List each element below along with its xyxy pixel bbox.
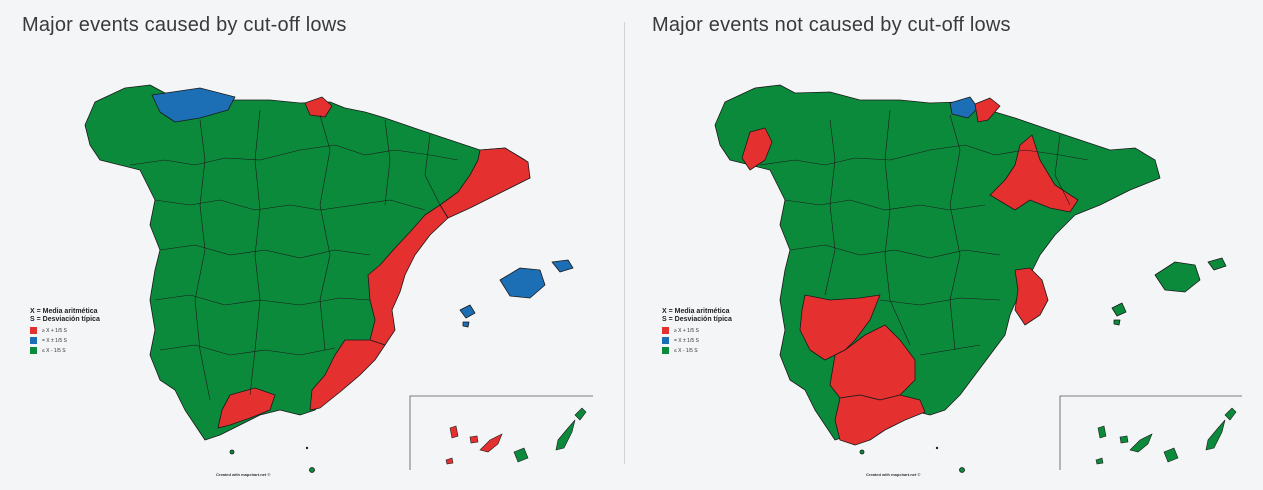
fuerteventura xyxy=(555,419,576,451)
spain-map xyxy=(84,84,593,473)
mainland-spain xyxy=(714,84,1161,441)
tenerife xyxy=(479,433,503,453)
badajoz xyxy=(799,294,881,361)
asturias xyxy=(151,87,236,123)
formentera xyxy=(1113,319,1121,326)
la-palma xyxy=(449,425,459,439)
menorca xyxy=(551,259,574,273)
formentera xyxy=(462,321,470,328)
map-title: Major events caused by cut-off lows xyxy=(22,14,347,36)
zaragoza xyxy=(989,134,1079,213)
legend-item-below: ≤ X - 1/5 S xyxy=(662,347,732,354)
legend-item-above: ≥ X + 1/5 S xyxy=(30,327,100,334)
el-hierro xyxy=(445,457,454,465)
mallorca xyxy=(1154,261,1201,293)
gran-canaria xyxy=(1163,447,1179,463)
bizkaia xyxy=(949,96,979,119)
fuerteventura xyxy=(1205,419,1226,451)
map-credit: Created with mapchart.net © xyxy=(866,472,921,477)
ibiza xyxy=(459,304,476,319)
valencia xyxy=(1014,267,1049,326)
pontevedra xyxy=(741,127,773,171)
map-panel-left: Major events caused by cut-off lows xyxy=(0,0,620,490)
legend-line-std: S = Desviación típica xyxy=(662,316,732,323)
legend-item-below: ≤ X - 1/5 S xyxy=(30,347,100,354)
mainland-spain xyxy=(84,84,531,441)
la-gomera xyxy=(469,435,479,444)
panel-divider xyxy=(624,22,625,464)
legend-item-mean: = X ± 1/5 S xyxy=(30,337,100,344)
la-palma xyxy=(1097,425,1107,439)
el-hierro xyxy=(1095,457,1104,465)
legend-item-above: ≥ X + 1/5 S xyxy=(662,327,732,334)
legend-line-mean: X = Media aritmética xyxy=(30,308,98,315)
lanzarote xyxy=(1224,407,1237,421)
cadiz-malaga xyxy=(834,394,926,446)
gipuzkoa xyxy=(974,97,1001,123)
mallorca xyxy=(499,267,546,299)
menorca xyxy=(1207,257,1227,271)
map-credit: Created with mapchart.net © xyxy=(216,472,271,477)
map-legend: X = Media aritmética S = Desviación típi… xyxy=(30,308,100,354)
malaga xyxy=(217,387,276,429)
map-panel-right: Major events not caused by cut-off lows xyxy=(630,0,1263,490)
legend-line-mean: X = Media aritmética xyxy=(662,308,730,315)
map-title: Major events not caused by cut-off lows xyxy=(652,14,1011,36)
ibiza xyxy=(1111,302,1127,317)
gran-canaria xyxy=(513,447,529,463)
map-legend: X = Media aritmética S = Desviación típi… xyxy=(662,308,732,354)
catalonia-coast xyxy=(439,147,531,219)
legend-item-mean: = X ± 1/5 S xyxy=(662,337,732,344)
tenerife xyxy=(1129,433,1153,453)
murcia xyxy=(309,339,386,411)
spain-map xyxy=(714,84,1242,473)
gipuzkoa xyxy=(304,96,333,118)
lanzarote xyxy=(574,407,587,421)
legend-line-std: S = Desviación típica xyxy=(30,316,100,323)
la-gomera xyxy=(1119,435,1129,444)
